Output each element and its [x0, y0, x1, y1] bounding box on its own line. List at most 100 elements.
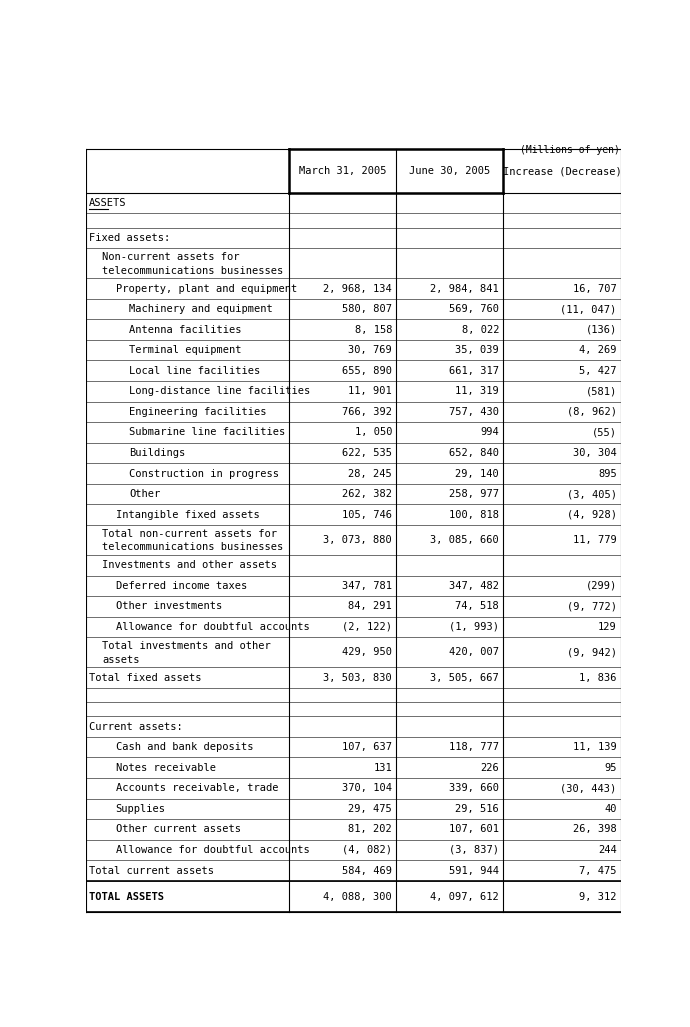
Text: (8, 962): (8, 962) [566, 407, 617, 417]
Text: Property, plant and equipment: Property, plant and equipment [116, 283, 297, 294]
Text: Total current assets: Total current assets [89, 866, 214, 876]
Text: 661, 317: 661, 317 [449, 366, 499, 376]
Text: Machinery and equipment: Machinery and equipment [129, 304, 273, 314]
Text: 1, 836: 1, 836 [579, 673, 617, 683]
Text: (3, 837): (3, 837) [449, 845, 499, 854]
Text: 1, 050: 1, 050 [355, 427, 392, 438]
Text: Total investments and other: Total investments and other [102, 641, 271, 651]
Text: Other: Other [129, 489, 160, 499]
Text: 569, 760: 569, 760 [449, 304, 499, 314]
Text: Total fixed assets: Total fixed assets [89, 673, 201, 683]
Text: 4, 088, 300: 4, 088, 300 [324, 891, 392, 902]
Text: Increase (Decrease): Increase (Decrease) [503, 166, 622, 176]
Text: (4, 928): (4, 928) [566, 509, 617, 520]
Text: 429, 950: 429, 950 [342, 647, 392, 657]
Text: June 30, 2005: June 30, 2005 [409, 166, 491, 176]
Text: ASSETS: ASSETS [89, 198, 126, 208]
Text: 95: 95 [604, 763, 617, 772]
Text: 11, 139: 11, 139 [573, 743, 617, 752]
Text: 107, 601: 107, 601 [449, 825, 499, 834]
Text: Terminal equipment: Terminal equipment [129, 345, 242, 355]
Text: 30, 769: 30, 769 [348, 345, 392, 355]
Text: Notes receivable: Notes receivable [116, 763, 216, 772]
Text: 895: 895 [598, 468, 617, 479]
Text: Cash and bank deposits: Cash and bank deposits [116, 743, 253, 752]
Text: 107, 637: 107, 637 [342, 743, 392, 752]
Text: Allowance for doubtful accounts: Allowance for doubtful accounts [116, 845, 309, 854]
Text: (1, 993): (1, 993) [449, 622, 499, 632]
Text: (4, 082): (4, 082) [342, 845, 392, 854]
Text: 652, 840: 652, 840 [449, 448, 499, 458]
Text: (9, 772): (9, 772) [566, 602, 617, 611]
Text: (55): (55) [592, 427, 617, 438]
Text: TOTAL ASSETS: TOTAL ASSETS [89, 891, 164, 902]
Text: 29, 475: 29, 475 [348, 804, 392, 813]
Text: 105, 746: 105, 746 [342, 509, 392, 520]
Text: Antenna facilities: Antenna facilities [129, 325, 242, 335]
Text: 4, 269: 4, 269 [579, 345, 617, 355]
Text: 131: 131 [373, 763, 392, 772]
Text: 370, 104: 370, 104 [342, 784, 392, 793]
Text: Fixed assets:: Fixed assets: [89, 233, 170, 243]
Text: 226: 226 [480, 763, 499, 772]
Text: Allowance for doubtful accounts: Allowance for doubtful accounts [116, 622, 309, 632]
Text: 40: 40 [604, 804, 617, 813]
Text: Engineering facilities: Engineering facilities [129, 407, 266, 417]
Text: telecommunications businesses: telecommunications businesses [102, 266, 284, 275]
Text: (299): (299) [586, 581, 617, 591]
Text: 347, 781: 347, 781 [342, 581, 392, 591]
Text: 339, 660: 339, 660 [449, 784, 499, 793]
Text: 584, 469: 584, 469 [342, 866, 392, 876]
Text: Other current assets: Other current assets [116, 825, 241, 834]
Text: 8, 022: 8, 022 [462, 325, 499, 335]
Text: 622, 535: 622, 535 [342, 448, 392, 458]
Text: 655, 890: 655, 890 [342, 366, 392, 376]
Text: 347, 482: 347, 482 [449, 581, 499, 591]
Text: 4, 097, 612: 4, 097, 612 [431, 891, 499, 902]
Text: (Millions of yen): (Millions of yen) [520, 145, 620, 155]
Text: 129: 129 [598, 622, 617, 632]
Text: Buildings: Buildings [129, 448, 186, 458]
Text: 11, 319: 11, 319 [455, 386, 499, 396]
Text: Intangible fixed assets: Intangible fixed assets [116, 509, 259, 520]
Text: March 31, 2005: March 31, 2005 [299, 166, 386, 176]
Text: telecommunications businesses: telecommunications businesses [102, 542, 284, 553]
Text: Current assets:: Current assets: [89, 722, 183, 731]
Text: 7, 475: 7, 475 [579, 866, 617, 876]
Text: 591, 944: 591, 944 [449, 866, 499, 876]
Text: (136): (136) [586, 325, 617, 335]
Text: 262, 382: 262, 382 [342, 489, 392, 499]
Text: Non-current assets for: Non-current assets for [102, 252, 240, 262]
Text: 100, 818: 100, 818 [449, 509, 499, 520]
Text: (11, 047): (11, 047) [560, 304, 617, 314]
Text: 2, 968, 134: 2, 968, 134 [324, 283, 392, 294]
Text: 244: 244 [598, 845, 617, 854]
Text: 11, 779: 11, 779 [573, 535, 617, 545]
Text: 8, 158: 8, 158 [355, 325, 392, 335]
Text: 2, 984, 841: 2, 984, 841 [431, 283, 499, 294]
Text: 757, 430: 757, 430 [449, 407, 499, 417]
Text: 118, 777: 118, 777 [449, 743, 499, 752]
Text: assets: assets [102, 654, 140, 664]
Text: Construction in progress: Construction in progress [129, 468, 279, 479]
Text: 74, 518: 74, 518 [455, 602, 499, 611]
Text: 35, 039: 35, 039 [455, 345, 499, 355]
Text: (2, 122): (2, 122) [342, 622, 392, 632]
Text: Investments and other assets: Investments and other assets [102, 561, 277, 570]
Text: Long-distance line facilities: Long-distance line facilities [129, 386, 310, 396]
Text: Accounts receivable, trade: Accounts receivable, trade [116, 784, 278, 793]
Text: 3, 085, 660: 3, 085, 660 [431, 535, 499, 545]
Text: Submarine line facilities: Submarine line facilities [129, 427, 285, 438]
Text: 766, 392: 766, 392 [342, 407, 392, 417]
Text: 3, 073, 880: 3, 073, 880 [324, 535, 392, 545]
Text: (30, 443): (30, 443) [560, 784, 617, 793]
Text: Supplies: Supplies [116, 804, 166, 813]
Text: 16, 707: 16, 707 [573, 283, 617, 294]
Text: Deferred income taxes: Deferred income taxes [116, 581, 247, 591]
Text: 26, 398: 26, 398 [573, 825, 617, 834]
Text: 30, 304: 30, 304 [573, 448, 617, 458]
Text: 84, 291: 84, 291 [348, 602, 392, 611]
Text: 9, 312: 9, 312 [579, 891, 617, 902]
Text: 29, 516: 29, 516 [455, 804, 499, 813]
Text: 258, 977: 258, 977 [449, 489, 499, 499]
